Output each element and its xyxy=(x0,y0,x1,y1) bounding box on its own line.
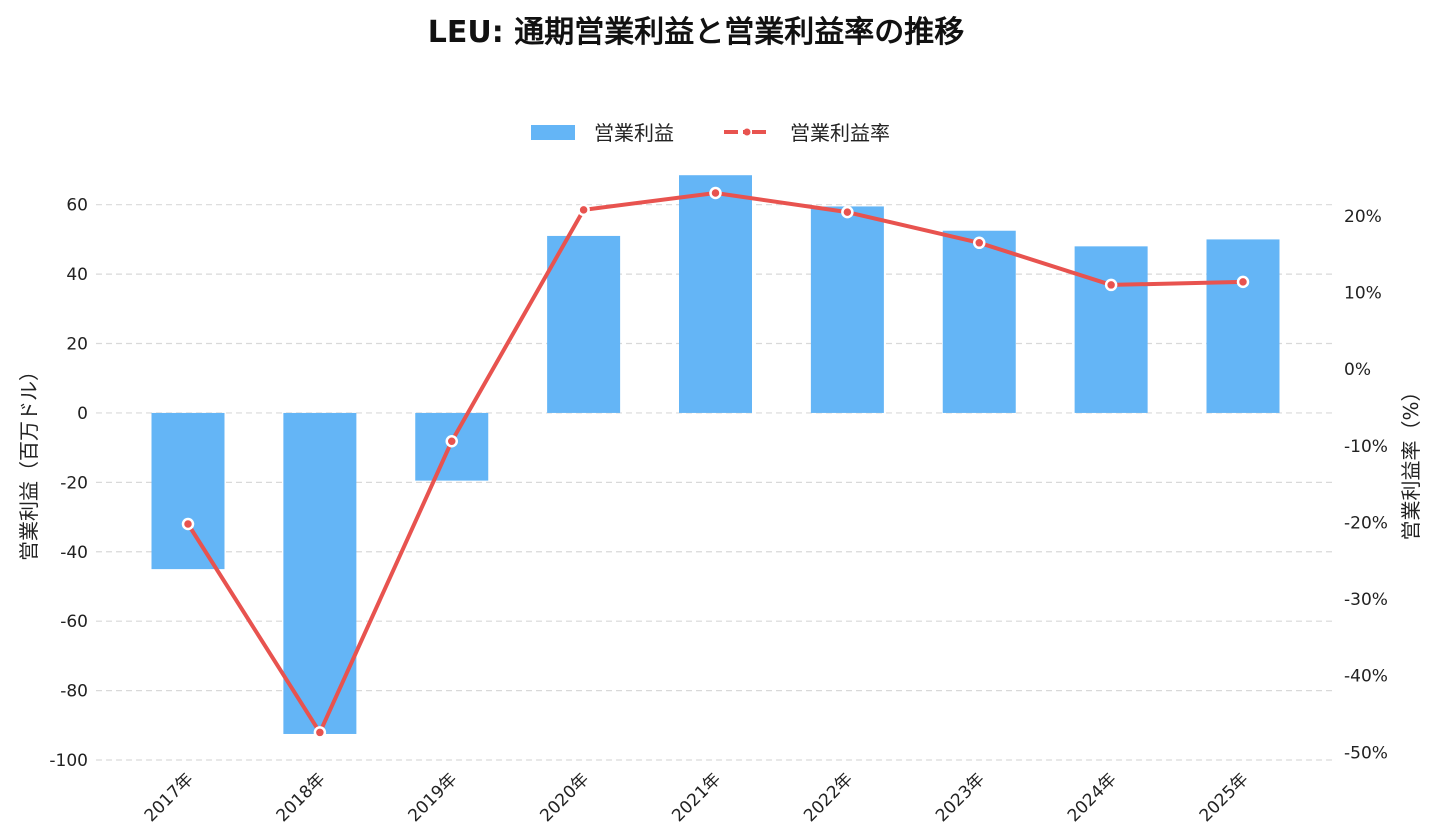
line-point xyxy=(973,236,986,250)
right-tick-label: -30% xyxy=(1344,590,1388,610)
legend: 営業利益 営業利益率 xyxy=(531,121,890,145)
right-tick-label: 20% xyxy=(1344,207,1382,227)
line-point xyxy=(841,205,854,219)
left-axis-label: 営業利益（百万ドル） xyxy=(17,361,41,561)
bar xyxy=(151,412,225,570)
bar xyxy=(283,412,357,734)
left-tick-label: 40 xyxy=(66,265,88,285)
bar xyxy=(679,175,752,413)
line-point xyxy=(181,517,195,531)
left-tick-label: -20 xyxy=(60,473,88,493)
left-tick-label: 60 xyxy=(66,196,88,216)
bar-series xyxy=(151,175,1280,734)
bar xyxy=(810,206,884,413)
x-tick-label: 2020年 xyxy=(536,769,593,826)
line-point xyxy=(1104,278,1118,292)
left-tick-label: 20 xyxy=(66,335,88,355)
legend-bar-label: 営業利益 xyxy=(594,121,674,145)
right-tick-label: -20% xyxy=(1344,513,1388,533)
right-tick-label: 0% xyxy=(1344,360,1371,380)
bar xyxy=(1206,239,1280,413)
x-tick-label: 2023年 xyxy=(932,769,989,826)
left-tick-label: -80 xyxy=(60,682,88,702)
x-tick-label: 2019年 xyxy=(405,769,462,826)
right-tick-label: -40% xyxy=(1344,667,1388,687)
left-tick-label: 0 xyxy=(77,404,88,424)
bar xyxy=(942,230,1016,413)
left-tick-label: -60 xyxy=(60,612,88,632)
x-axis-ticks: 2017年 2018年 2019年 2020年 2021年 2022年 2023年 2024年… xyxy=(141,769,1253,826)
right-axis-ticks: -50% -40% -30% -20% -10% 0% 10% 20% xyxy=(1344,207,1388,763)
chart-title: LEU: 通期営業利益と営業利益率の推移 xyxy=(428,15,964,50)
x-tick-label: 2022年 xyxy=(800,769,857,826)
x-tick-label: 2025年 xyxy=(1196,769,1253,826)
left-axis-ticks: -100 -80 -60 -40 -20 0 20 40 60 xyxy=(49,196,88,771)
left-tick-label: -40 xyxy=(60,543,88,563)
x-tick-label: 2018年 xyxy=(273,769,330,826)
line-point xyxy=(1236,275,1250,289)
left-tick-label: -100 xyxy=(49,751,88,771)
line-point xyxy=(577,203,590,217)
legend-bar-swatch xyxy=(531,125,575,140)
x-tick-label: 2024年 xyxy=(1064,769,1121,826)
bar xyxy=(547,235,621,413)
legend-line-label: 営業利益率 xyxy=(790,121,890,145)
legend-line-marker xyxy=(743,128,751,136)
right-tick-label: -10% xyxy=(1344,437,1388,457)
right-tick-label: 10% xyxy=(1344,284,1382,304)
bar xyxy=(1074,246,1148,413)
right-axis-label: 営業利益率（%） xyxy=(1399,381,1423,540)
x-tick-label: 2021年 xyxy=(668,769,725,826)
line-point xyxy=(445,434,458,448)
x-tick-label: 2017年 xyxy=(141,769,198,826)
line-point xyxy=(709,186,722,200)
right-tick-label: -50% xyxy=(1344,743,1388,763)
line-point xyxy=(313,726,327,739)
line-series xyxy=(181,186,1250,739)
